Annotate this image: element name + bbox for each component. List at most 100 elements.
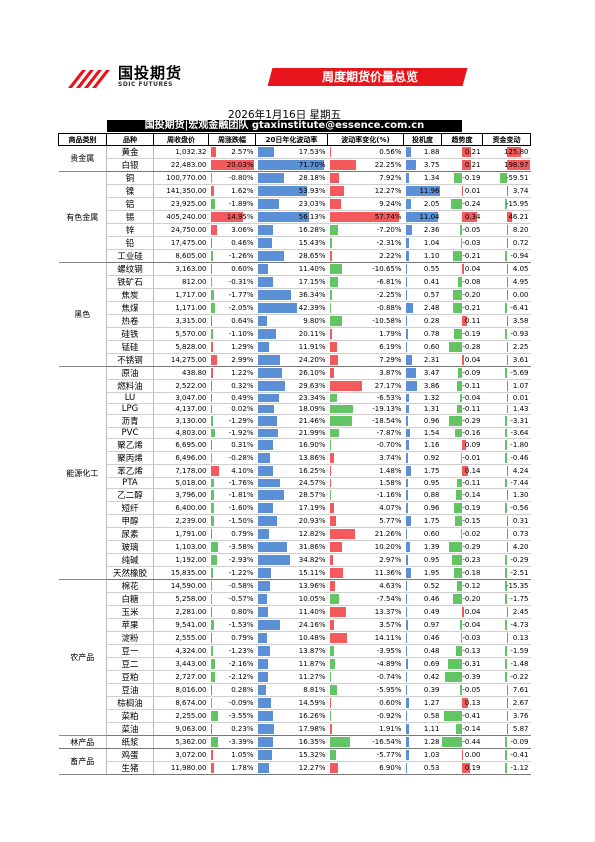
data-bar xyxy=(210,659,216,669)
cell-value: -0.23 xyxy=(462,556,481,564)
table-cell: 0.48 xyxy=(403,644,442,658)
cell-value: -0.12 xyxy=(462,582,481,590)
table-cell: 28.57% xyxy=(255,488,328,502)
data-bar xyxy=(506,529,508,539)
data-bar xyxy=(457,479,462,487)
table-cell: 3.76 xyxy=(482,709,531,723)
table-cell: 7.61 xyxy=(482,683,531,697)
cell-value: 1.78% xyxy=(231,764,254,772)
table-cell: 0.95 xyxy=(403,553,442,567)
cell-value: 0.97 xyxy=(423,621,440,629)
table-row: 豆粕 2,727.00 -2.12% 11.27% -0.74% 0.42 -0.39 -0.… xyxy=(59,670,531,684)
cell-value: -4.73 xyxy=(510,621,529,629)
cell-value: 1.10 xyxy=(423,252,440,260)
data-bar xyxy=(329,763,338,773)
cell-value: 0.69 xyxy=(423,660,440,668)
data-bar xyxy=(329,160,357,170)
table-row: 苹果 9,541.00 -1.53% 24.16% 3.57% 0.97 -0.04 -4.7… xyxy=(59,618,531,632)
table-cell: 2.48 xyxy=(403,301,442,315)
table-cell: -0.20 xyxy=(441,592,483,606)
data-bar xyxy=(505,429,507,437)
table-row: 甲醇 2,239.00 -1.50% 20.93% 5.77% 1.75 -0.15 0.31 xyxy=(59,514,531,528)
cell-value: 0.60% xyxy=(379,699,402,707)
table-cell: 4.63% xyxy=(327,579,404,593)
cell-value: -0.09 xyxy=(462,369,481,377)
category-cell: 林产品 xyxy=(58,735,107,749)
cell-value: -0.92% xyxy=(376,712,402,720)
table-cell: 11.36% xyxy=(327,566,404,580)
table-cell: 0.00 xyxy=(441,748,483,762)
cell-value: -1.59 xyxy=(510,647,529,655)
product-name: PVC xyxy=(106,427,154,439)
product-name: 工业硅 xyxy=(106,249,154,263)
cell-value: -0.13 xyxy=(462,647,481,655)
data-bar xyxy=(257,405,275,413)
data-bar xyxy=(329,316,343,326)
table-cell: 4.10% xyxy=(208,464,256,478)
report-subtitle: 国投期货|宏观金融团队 gtaxinstitute@essence.com.cn xyxy=(107,120,462,132)
table-cell: -1.60% xyxy=(208,501,256,515)
cell-value: 31.86% xyxy=(298,543,326,551)
table-cell: -0.31% xyxy=(208,275,256,289)
table-cell: -0.05 xyxy=(441,683,483,697)
product-name: 不锈钢 xyxy=(106,353,154,367)
cell-value: 1.29% xyxy=(231,343,254,351)
cell-value: 5.87 xyxy=(512,725,529,733)
table-cell: 3.57% xyxy=(327,618,404,632)
close-price: 1,032.32 xyxy=(153,145,209,159)
table-row: LU 3,047.00 0.49% 23.34% -6.53% 1.32 -0.04 0.01 xyxy=(59,392,531,404)
cell-value: 1.03 xyxy=(423,751,440,759)
data-bar xyxy=(506,264,508,274)
cell-value: -1.10% xyxy=(228,330,254,338)
cell-value: -1.29% xyxy=(228,417,254,425)
table-cell: -0.18 xyxy=(441,566,483,580)
table-cell: -0.31 xyxy=(441,657,483,671)
data-bar xyxy=(329,290,333,300)
product-name: 豆二 xyxy=(106,657,154,671)
data-bar xyxy=(453,568,462,578)
cell-value: 21.46% xyxy=(298,417,326,425)
table-row: 铝 23,925.00 -1.89% 23.03% 9.24% 2.05 -0.24 -15.… xyxy=(59,197,531,211)
cell-value: 1.39 xyxy=(423,543,440,551)
product-name: 玉米 xyxy=(106,605,154,619)
cell-value: 3.58 xyxy=(512,317,529,325)
table-row: 菜粕 2,255.00 -3.55% 16.26% -0.92% 0.58 -0.41 3.7… xyxy=(59,709,531,723)
data-bar xyxy=(329,173,340,183)
data-bar xyxy=(210,479,215,487)
table-cell: 3.74 xyxy=(482,184,531,198)
product-name: 热卷 xyxy=(106,314,154,328)
data-bar xyxy=(329,737,350,747)
product-name: 铅 xyxy=(106,236,154,250)
data-bar xyxy=(405,646,407,656)
data-bar xyxy=(405,763,408,773)
data-bar xyxy=(257,453,271,463)
data-bar xyxy=(257,290,292,300)
data-bar xyxy=(405,620,409,630)
table-cell: 2.99% xyxy=(208,353,256,367)
cell-value: -3.55% xyxy=(228,712,254,720)
cell-value: 34.82% xyxy=(298,556,326,564)
cell-value: 24.57% xyxy=(298,479,326,487)
table-cell: -7.44 xyxy=(482,477,531,489)
close-price: 1,717.00 xyxy=(153,288,209,302)
cell-value: 16.26% xyxy=(298,712,326,720)
product-name: 镍 xyxy=(106,184,154,198)
data-bar xyxy=(329,724,332,734)
cell-value: 1.16 xyxy=(423,441,440,449)
cell-value: 0.19 xyxy=(464,764,481,772)
cell-value: 0.04 xyxy=(464,356,481,364)
data-bar xyxy=(453,329,462,339)
cell-value: 198.97 xyxy=(504,161,529,169)
cell-value: 1.88 xyxy=(423,148,440,156)
cell-value: 0.60 xyxy=(423,343,440,351)
cell-value: 28.57% xyxy=(298,491,326,499)
data-bar xyxy=(210,212,243,222)
table-cell: -0.88% xyxy=(327,301,404,315)
data-bar xyxy=(329,225,339,235)
cell-value: -0.02 xyxy=(462,530,481,538)
table-cell: 4.95 xyxy=(482,275,531,289)
data-bar xyxy=(329,711,332,721)
cell-value: -0.11 xyxy=(462,479,481,487)
table-cell: -0.11 xyxy=(441,403,483,415)
data-bar xyxy=(405,416,409,426)
